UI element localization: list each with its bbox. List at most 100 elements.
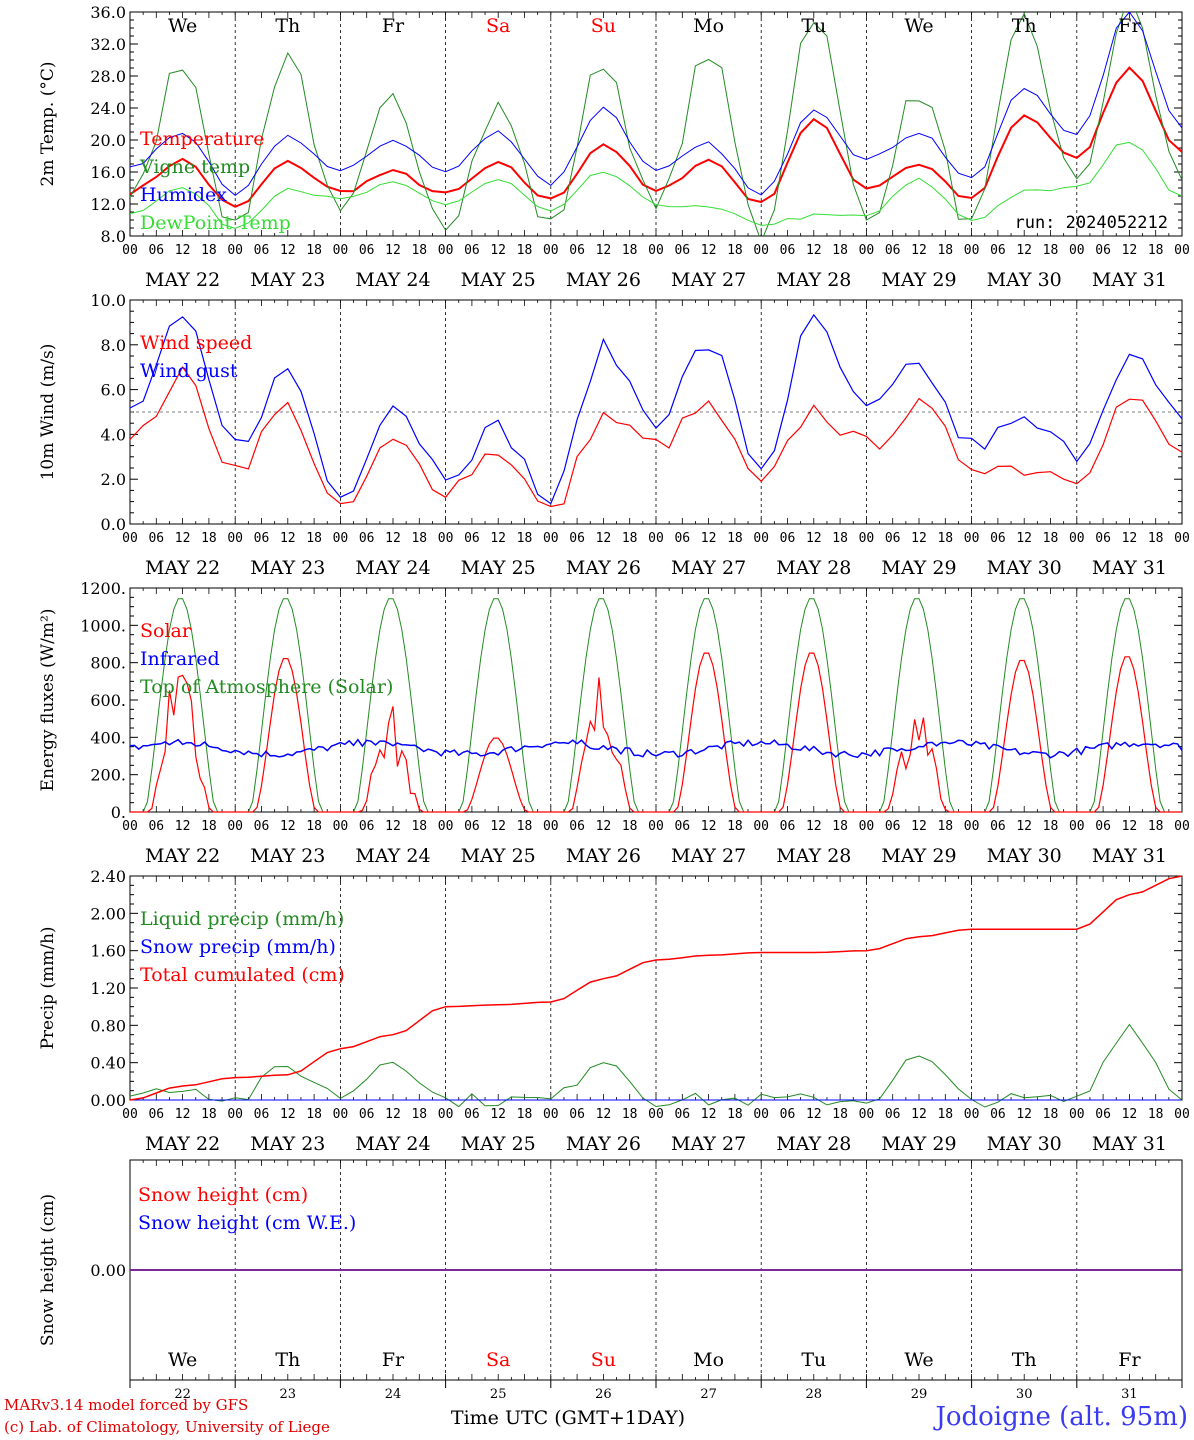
day-name: Th [1012,1349,1037,1371]
y-tick-label: 1.20 [90,979,126,998]
hour-tick-label: 12 [911,1107,927,1122]
day-name: Mo [693,1349,724,1371]
hour-tick-label: 00 [333,531,349,546]
day-name: Fr [382,15,405,37]
date-label: MAY 31 [1092,269,1167,291]
legend-total-cumulated-cm-: Total cumulated (cm) [140,964,345,986]
date-label: MAY 29 [881,557,956,579]
day-number: 26 [595,1387,612,1402]
hour-tick-label: 12 [596,819,612,834]
legend-humidex: Humidex [140,184,227,206]
y-axis-label: Snow height (cm) [38,1194,58,1346]
y-tick-label: 20.0 [90,131,126,150]
hour-tick-label: 06 [1095,243,1111,258]
hour-tick-label: 12 [806,243,822,258]
hour-tick-label: 00 [753,243,769,258]
day-name: We [904,15,933,37]
hour-tick-label: 06 [990,531,1006,546]
hour-tick-label: 18 [937,1107,953,1122]
hour-tick-label: 18 [832,243,848,258]
hour-tick-label: 12 [175,531,191,546]
hour-tick-label: 18 [727,531,743,546]
hour-tick-label: 00 [859,243,875,258]
hour-tick-label: 06 [1095,1107,1111,1122]
hour-tick-label: 00 [1174,819,1190,834]
hour-tick-label: 00 [964,819,980,834]
hour-tick-label: 06 [780,531,796,546]
hour-tick-label: 12 [175,1107,191,1122]
model-credit: MARv3.14 model forced by GFS [4,1396,249,1414]
day-number: 29 [911,1387,928,1402]
hour-tick-label: 18 [411,819,427,834]
y-tick-label: 0.80 [90,1016,126,1035]
hour-tick-label: 12 [490,531,506,546]
y-axis-label: Precip (mm/h) [38,926,58,1049]
hour-tick-label: 00 [859,819,875,834]
hour-tick-label: 06 [780,243,796,258]
y-axis-label: 2m Temp. (°C) [38,61,58,186]
date-label: MAY 27 [671,1133,746,1155]
date-label: MAY 24 [355,269,430,291]
hour-tick-label: 06 [254,819,270,834]
date-label: MAY 31 [1092,557,1167,579]
date-label: MAY 30 [987,1133,1062,1155]
day-number: 23 [280,1387,297,1402]
series-liquid-precip-mm-h- [129,1023,1183,1108]
series-infrared [129,738,1183,759]
y-tick-label: 2.40 [90,867,126,886]
hour-tick-label: 12 [701,531,717,546]
hour-tick-label: 12 [490,243,506,258]
panel-5: 0.00 Snow height (cm) Snow height (cm) Snow… [38,1159,1183,1429]
y-tick-label: 24.0 [90,99,126,118]
hour-tick-label: 00 [438,819,454,834]
hour-tick-label: 18 [201,531,217,546]
hour-tick-label: 00 [227,1107,243,1122]
series-wind-gust [129,313,1183,505]
y-tick-label: 0.0 [101,515,126,534]
day-name: Tu [801,15,826,37]
hour-tick-label: 00 [648,243,664,258]
hour-tick-label: 06 [885,531,901,546]
panel-frame [129,587,1183,813]
hour-tick-label: 06 [885,243,901,258]
date-label: MAY 28 [776,1133,851,1155]
hour-tick-label: 00 [438,531,454,546]
y-tick-label: 800. [90,654,126,673]
date-label: MAY 30 [987,845,1062,867]
hour-tick-label: 06 [990,1107,1006,1122]
hour-tick-label: 12 [1016,1107,1032,1122]
hour-tick-label: 06 [359,819,375,834]
y-tick-label: 8.0 [101,227,126,246]
hour-tick-label: 18 [517,1107,533,1122]
legend-snow-height-cm-: Snow height (cm) [138,1184,308,1206]
hour-tick-label: 18 [937,819,953,834]
hour-tick-label: 18 [306,531,322,546]
hour-tick-label: 12 [806,1107,822,1122]
date-label: MAY 25 [461,1133,536,1155]
y-tick-label: 16.0 [90,163,126,182]
day-name: Mo [693,15,724,37]
series-group [130,12,1182,236]
date-label: MAY 22 [145,269,220,291]
date-label: MAY 31 [1092,1133,1167,1155]
day-name: Tu [801,1349,826,1371]
y-tick-label: 1000. [80,616,126,635]
hour-tick-label: 00 [753,531,769,546]
date-label: MAY 28 [776,845,851,867]
hour-tick-label: 06 [359,531,375,546]
hour-tick-label: 00 [438,1107,454,1122]
y-tick-label: 28.0 [90,67,126,86]
panel-frame [129,11,1183,237]
y-tick-label: 4.0 [101,425,126,444]
hour-tick-label: 18 [1043,243,1059,258]
hour-tick-label: 06 [359,1107,375,1122]
hour-tick-label: 00 [1069,531,1085,546]
day-name: Su [591,1349,616,1371]
date-label: MAY 25 [461,845,536,867]
hour-tick-label: 00 [648,819,664,834]
y-tick-label: 12.0 [90,195,126,214]
y-tick-label: 8.0 [101,336,126,355]
hour-tick-label: 12 [280,1107,296,1122]
hour-tick-label: 06 [254,531,270,546]
